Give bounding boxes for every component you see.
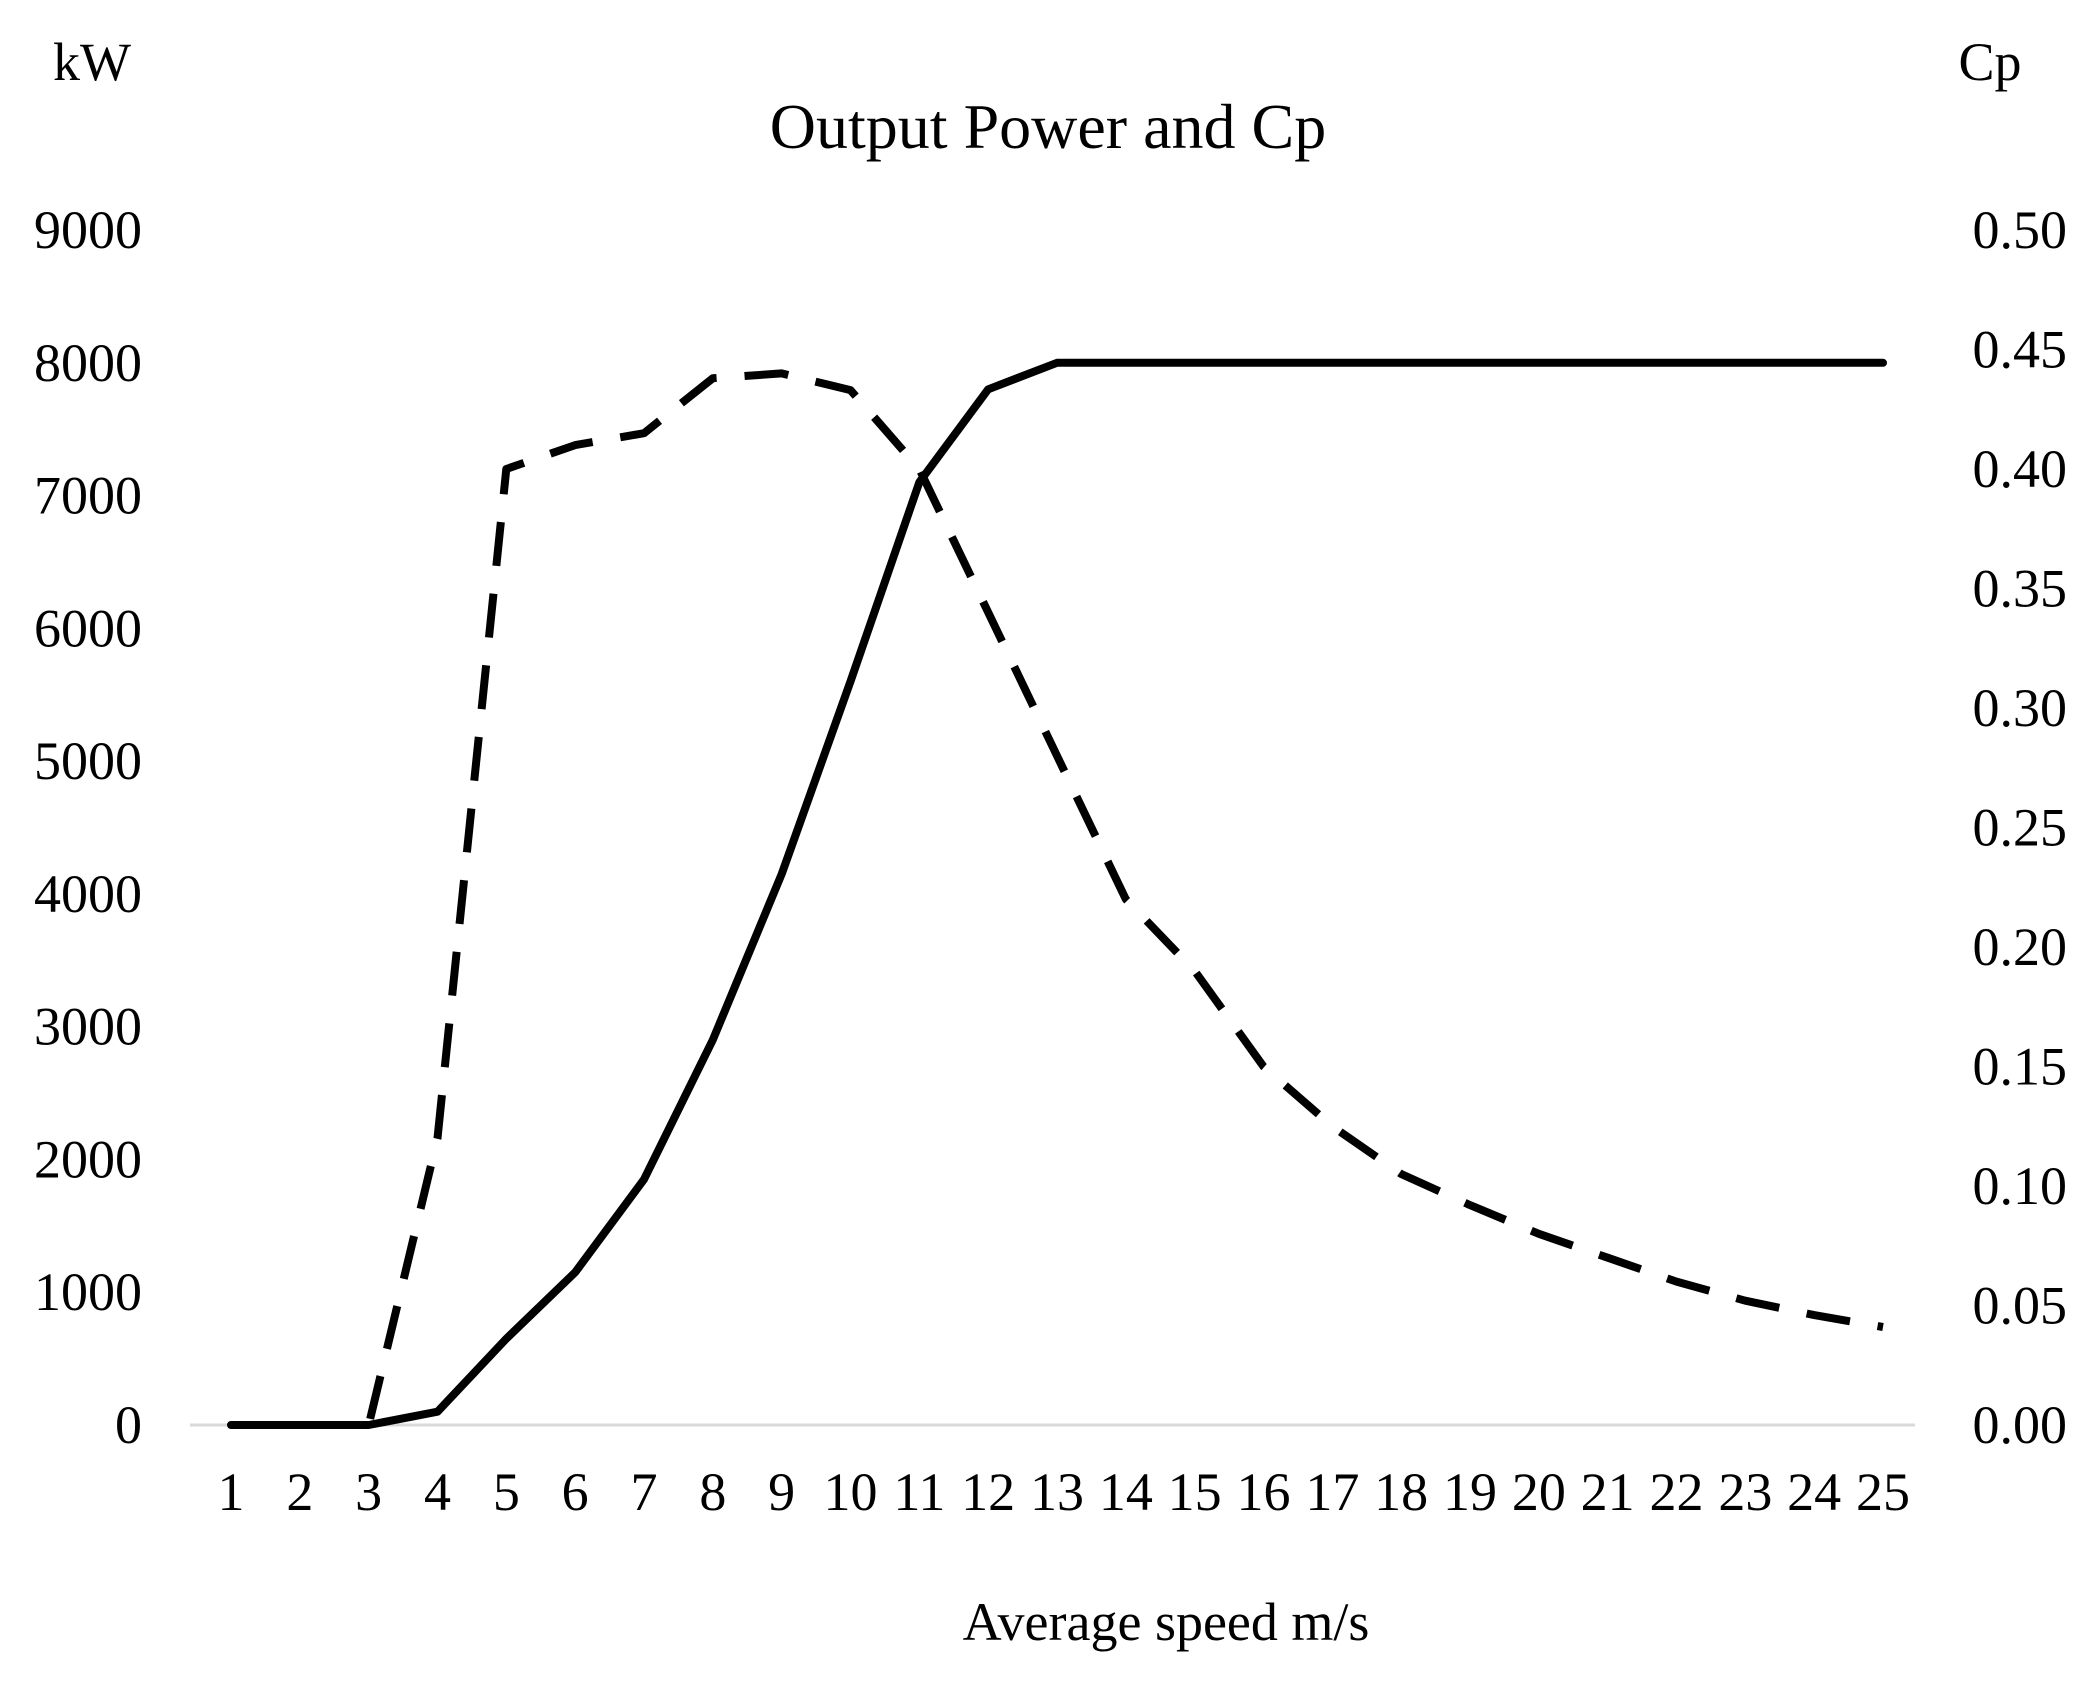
x-tick-label: 20 [1512, 1462, 1566, 1522]
x-tick-label: 3 [355, 1462, 382, 1522]
left-axis-ticks: 0 1000 2000 3000 4000 5000 6000 7000 8000 9000 [34, 200, 142, 1455]
left-tick-label: 1000 [34, 1262, 142, 1322]
left-axis-unit: kW [53, 32, 131, 92]
left-tick-label: 8000 [34, 333, 142, 393]
cp-series-line [231, 369, 1884, 1429]
x-tick-label: 5 [493, 1462, 520, 1522]
x-tick-label: 23 [1718, 1462, 1772, 1522]
power-series-line [227, 358, 1887, 1429]
right-tick-label: 0.25 [1973, 798, 2068, 858]
right-tick-label: 0.10 [1973, 1156, 2068, 1216]
left-tick-label: 5000 [34, 731, 142, 791]
x-tick-label: 9 [768, 1462, 795, 1522]
right-tick-label: 0.30 [1973, 678, 2068, 738]
right-tick-label: 0.35 [1973, 559, 2068, 619]
series-layer [227, 358, 1887, 1429]
left-tick-label: 7000 [34, 466, 142, 526]
x-tick-label: 11 [893, 1462, 945, 1522]
x-tick-label: 14 [1099, 1462, 1153, 1522]
right-tick-label: 0.05 [1973, 1276, 2068, 1336]
x-tick-label: 21 [1581, 1462, 1635, 1522]
x-tick-label: 16 [1237, 1462, 1291, 1522]
right-tick-label: 0.20 [1973, 917, 2068, 977]
right-tick-label: 0.45 [1973, 320, 2068, 380]
x-tick-label: 8 [699, 1462, 726, 1522]
x-tick-label: 7 [631, 1462, 658, 1522]
left-tick-label: 3000 [34, 997, 142, 1057]
x-tick-label: 13 [1030, 1462, 1084, 1522]
x-axis-label: Average speed m/s [963, 1592, 1370, 1652]
right-tick-label: 0.40 [1973, 439, 2068, 499]
right-tick-label: 0.50 [1973, 200, 2068, 260]
x-tick-label: 2 [286, 1462, 313, 1522]
x-tick-label: 12 [961, 1462, 1015, 1522]
left-tick-label: 6000 [34, 598, 142, 658]
x-axis-ticks: 1 2 3 4 5 6 7 8 9 10 11 12 13 14 15 16 17 18 19 20 21 22 23 24 2… [218, 1462, 1911, 1522]
right-tick-label: 0.15 [1973, 1037, 2068, 1097]
left-tick-label: 4000 [34, 864, 142, 924]
left-tick-label: 9000 [34, 200, 142, 260]
x-tick-label: 17 [1305, 1462, 1359, 1522]
left-tick-label: 0 [115, 1395, 142, 1455]
x-tick-label: 1 [218, 1462, 245, 1522]
right-axis-ticks: 0.00 0.05 0.10 0.15 0.20 0.25 0.30 0.35 0.40 0.45… [1973, 200, 2068, 1455]
left-tick-label: 2000 [34, 1129, 142, 1189]
right-axis-unit: Cp [1958, 32, 2021, 92]
x-tick-label: 4 [424, 1462, 451, 1522]
x-tick-label: 25 [1856, 1462, 1910, 1522]
x-tick-label: 24 [1787, 1462, 1841, 1522]
x-tick-label: 18 [1374, 1462, 1428, 1522]
x-tick-label: 6 [562, 1462, 589, 1522]
x-tick-label: 19 [1443, 1462, 1497, 1522]
chart-title: Output Power and Cp [770, 91, 1326, 162]
right-tick-label: 0.00 [1973, 1395, 2068, 1455]
x-tick-label: 22 [1650, 1462, 1704, 1522]
x-tick-label: 10 [824, 1462, 878, 1522]
x-tick-label: 15 [1168, 1462, 1222, 1522]
